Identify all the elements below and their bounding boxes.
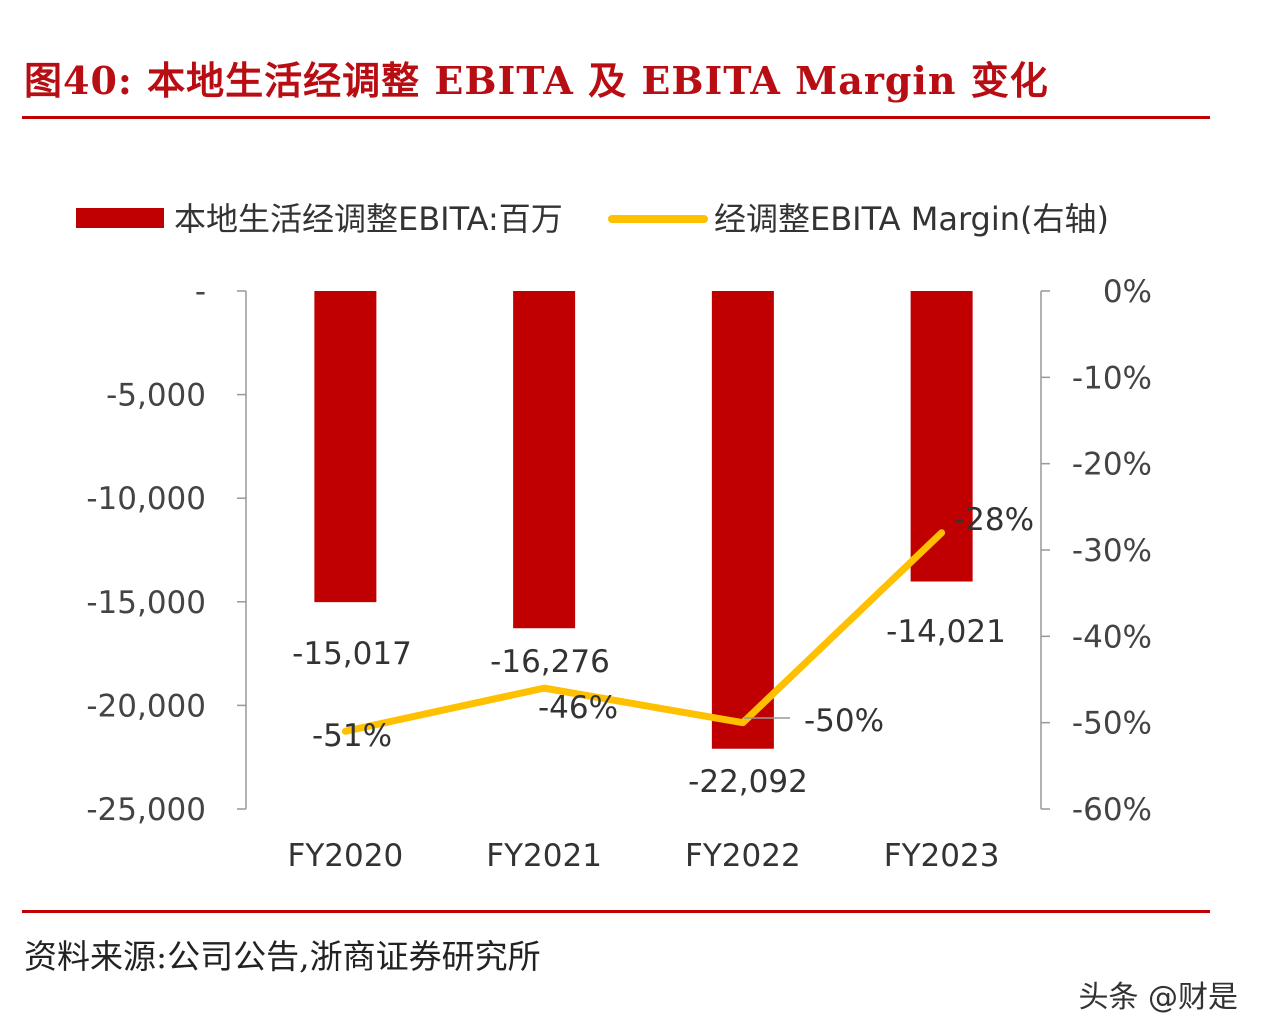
left-tick-label: -5,000	[106, 378, 206, 414]
source-divider	[22, 910, 1210, 913]
right-tick-label: -60%	[1072, 792, 1152, 828]
figure-title: 图40: 本地生活经调整 EBITA 及 EBITA Margin 变化	[24, 58, 1049, 103]
legend-bar-swatch	[76, 208, 164, 228]
ebita-value-label: -22,092	[688, 764, 808, 800]
margin-point	[940, 531, 943, 534]
x-category-label: FY2022	[685, 838, 801, 874]
left-tick-label: -	[195, 274, 206, 310]
x-category-label: FY2023	[884, 838, 1000, 874]
margin-value-label: -28%	[954, 502, 1034, 538]
ebita-bar	[513, 291, 576, 629]
right-tick-label: -10%	[1072, 360, 1152, 396]
title-divider	[22, 116, 1210, 119]
ebita-bar	[314, 291, 377, 603]
left-tick-label: -20,000	[86, 688, 206, 724]
margin-value-label: -51%	[312, 718, 392, 754]
left-tick-label: -10,000	[86, 481, 206, 517]
ebita-value-label: -15,017	[292, 636, 412, 672]
right-tick-label: -30%	[1072, 533, 1152, 569]
ebita-value-label: -16,276	[490, 644, 610, 680]
legend-bar-label: 本地生活经调整EBITA:百万	[174, 200, 563, 238]
margin-point	[543, 687, 546, 690]
right-tick-label: 0%	[1103, 274, 1152, 310]
left-tick-label: -25,000	[86, 792, 206, 828]
x-category-label: FY2021	[486, 838, 602, 874]
ebita-value-label: -14,021	[886, 614, 1006, 650]
right-tick-label: -20%	[1072, 447, 1152, 483]
right-tick-label: -40%	[1072, 619, 1152, 655]
right-tick-label: -50%	[1072, 706, 1152, 742]
left-tick-label: -15,000	[86, 585, 206, 621]
ebita-bar	[711, 291, 774, 749]
margin-point	[741, 721, 744, 724]
margin-point	[344, 730, 347, 733]
margin-line	[341, 529, 946, 735]
watermark: 头条 @财是	[1078, 980, 1238, 1015]
legend-line-label: 经调整EBITA Margin(右轴)	[714, 200, 1109, 238]
source-note: 资料来源:公司公告,浙商证券研究所	[24, 937, 541, 976]
x-category-label: FY2020	[288, 838, 404, 874]
margin-value-label: -50%	[804, 703, 884, 739]
margin-value-label: -46%	[538, 690, 618, 726]
chart: 本地生活经调整EBITA:百万 经调整EBITA Margin(右轴) - -5,00…	[76, 200, 1152, 874]
